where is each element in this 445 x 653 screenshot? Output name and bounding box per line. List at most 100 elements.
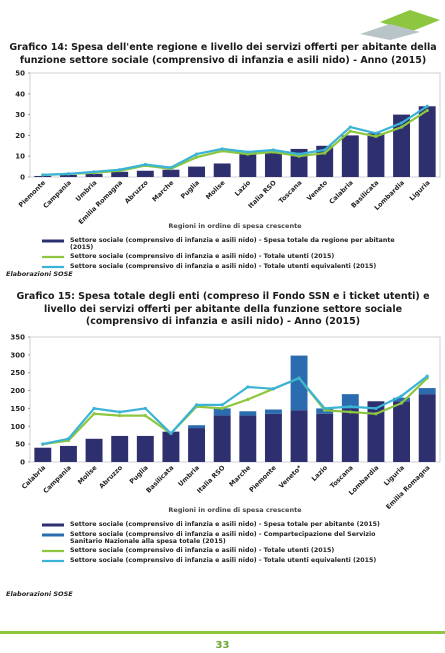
bar	[393, 114, 411, 177]
point	[220, 403, 224, 407]
point	[118, 410, 122, 414]
legend-item: Settore sociale (comprensivo di infanzia…	[40, 253, 400, 261]
x-tick-label: Umbria	[177, 464, 201, 488]
point	[220, 406, 224, 411]
bar	[136, 170, 154, 177]
y-tick-label: 50	[15, 70, 25, 78]
point	[41, 442, 45, 446]
point	[169, 431, 173, 436]
bar	[264, 152, 282, 177]
point	[348, 129, 352, 133]
point	[297, 152, 301, 156]
point	[399, 401, 404, 405]
point	[323, 151, 327, 155]
y-tick-label: 10	[15, 153, 25, 161]
bar	[367, 401, 385, 462]
point	[169, 166, 173, 170]
bar	[418, 106, 436, 177]
legend-label: Settore sociale (comprensivo di infanzia…	[70, 557, 377, 564]
legend: Settore sociale (comprensivo di infanzia…	[40, 237, 400, 273]
legend-item: Settore sociale (comprensivo di infanzia…	[40, 547, 400, 555]
bar	[418, 388, 436, 395]
x-tick-label: Campania	[42, 179, 73, 210]
point	[374, 134, 378, 139]
footer-rule	[0, 631, 445, 634]
y-tick-label: 200	[10, 387, 25, 395]
y-tick-label: 50	[15, 441, 25, 449]
point	[399, 394, 404, 398]
bar	[341, 135, 359, 177]
legend-swatch	[42, 559, 64, 563]
bar	[85, 173, 103, 177]
legend-item: Settore sociale (comprensivo di infanzia…	[40, 237, 400, 251]
point	[194, 403, 199, 407]
page-number: 33	[215, 640, 230, 651]
point	[348, 405, 352, 409]
point	[374, 131, 378, 135]
x-tick-label: Toscana	[277, 179, 303, 205]
bar	[59, 174, 77, 177]
y-tick-label: 0	[20, 174, 25, 182]
y-tick-label: 0	[20, 459, 25, 467]
point	[348, 125, 352, 129]
bar	[111, 171, 129, 177]
legend-label: Settore sociale (comprensivo di infanzia…	[70, 521, 380, 528]
point	[399, 125, 404, 129]
x-tick-label: Veneto	[305, 178, 329, 202]
point	[194, 152, 199, 156]
legend-label: Settore sociale (comprensivo di infanzia…	[70, 253, 335, 260]
bar	[59, 445, 77, 462]
bar	[290, 355, 308, 411]
bar	[418, 394, 436, 462]
y-tick-label: 350	[10, 334, 25, 342]
y-tick-label: 150	[10, 405, 25, 413]
y-tick-label: 100	[10, 423, 25, 431]
point	[118, 413, 122, 418]
y-tick-label: 250	[10, 369, 25, 377]
point	[399, 121, 404, 125]
legend-item: Settore sociale (comprensivo di infanzia…	[40, 521, 400, 529]
point	[271, 148, 276, 152]
x-tick-label: Marche	[228, 463, 253, 488]
legend-swatch	[42, 265, 64, 269]
legend-label: Settore sociale (comprensivo di infanzia…	[70, 237, 395, 251]
line-series	[42, 375, 428, 446]
x-tick-label: Puglia	[128, 464, 150, 486]
point	[323, 148, 327, 152]
x-tick-label: Italia RSO	[247, 178, 279, 210]
point	[425, 108, 429, 113]
point	[92, 170, 96, 174]
bar	[188, 425, 206, 429]
x-tick-label: Italia RSO	[195, 463, 227, 495]
legend: Settore sociale (comprensivo di infanzia…	[40, 521, 400, 567]
chart-title: Grafico 14: Spesa dell'ente regione e li…	[9, 42, 437, 66]
point	[374, 406, 378, 411]
legend-swatch	[42, 523, 64, 527]
x-tick-label: Abruzzo	[123, 178, 150, 205]
point	[425, 374, 429, 378]
legend-label: Settore sociale (comprensivo di infanzia…	[70, 531, 376, 545]
point	[143, 406, 147, 411]
logo-shape	[360, 24, 420, 40]
bar	[213, 415, 231, 462]
y-tick-label: 300	[10, 351, 25, 359]
x-tick-label: Molise	[76, 463, 99, 486]
x-tick-label: Emilia Romagna	[384, 464, 431, 511]
point	[194, 155, 199, 159]
plot-frame	[29, 72, 441, 178]
x-tick-label: Toscana	[328, 464, 354, 490]
bar	[188, 428, 206, 462]
x-tick-label: Liguria	[382, 464, 406, 488]
source: Elaborazioni SOSE	[6, 590, 73, 598]
x-tick-label: Lazio	[310, 463, 329, 482]
point	[143, 413, 147, 418]
legend-item: Settore sociale (comprensivo di infanzia…	[40, 263, 400, 271]
point	[66, 437, 71, 441]
bar	[316, 413, 334, 462]
point	[92, 412, 96, 416]
x-tick-label: Lazio	[233, 178, 252, 197]
bar	[162, 169, 180, 177]
point	[41, 173, 45, 177]
point	[246, 150, 250, 154]
